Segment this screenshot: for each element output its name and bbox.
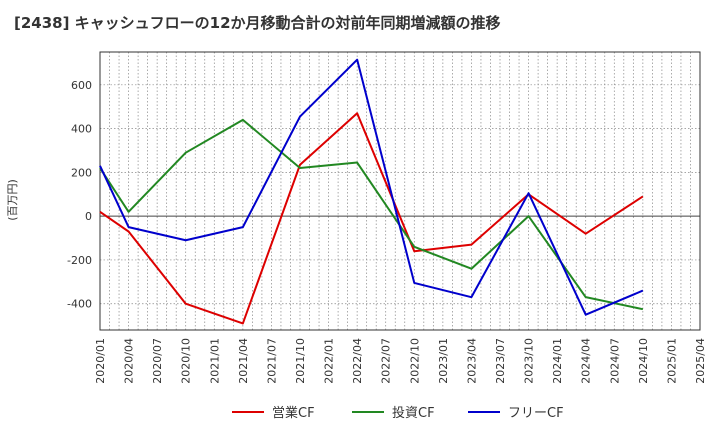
x-tick-label: 2024/07 [608,338,621,384]
x-tick-label: 2022/07 [380,338,393,384]
x-tick-label: 2021/01 [208,338,221,384]
series-lines [99,58,644,325]
x-tick-label: 2022/01 [323,338,336,384]
x-tick-label: 2025/01 [665,338,678,384]
plot-frame [99,51,701,331]
legend-label: 投資CF [392,405,435,421]
y-tick-labels: -400 -200 0 200 400 600 [67,79,92,311]
x-tick-label: 2024/04 [580,338,593,384]
x-tick-label: 2024/01 [551,338,564,384]
y-tick-label: -400 [67,298,92,311]
x-tick-label: 2023/04 [465,338,478,384]
y-tick-label: 0 [85,210,92,223]
x-tick-label: 2020/10 [180,338,193,384]
x-tick-label: 2021/10 [294,338,307,384]
series-line [99,112,644,325]
chart-title: [2438] キャッシュフローの12か月移動合計の対前年同期増減額の推移 [14,14,501,32]
x-tick-label: 2021/07 [265,338,278,384]
legend-label: フリーCF [508,406,564,421]
y-axis-label: (百万円) [6,179,19,221]
x-tick-label: 2022/10 [408,338,421,384]
y-tick-label: 600 [71,79,92,92]
x-tick-label: 2020/04 [123,338,136,384]
x-tick-label: 2025/04 [694,338,707,384]
series-line [99,58,644,316]
legend: 営業CF 投資CF フリーCF [232,405,564,421]
grid-lines [99,52,701,330]
x-tick-label: 2020/01 [94,338,107,384]
x-tick-label: 2023/07 [494,338,507,384]
x-tick-label: 2023/10 [523,338,536,384]
x-tick-label: 2024/10 [637,338,650,384]
x-tick-labels: 2020/01 2020/04 2020/07 2020/10 2021/01 2021/… [94,338,707,384]
x-tick-label: 2023/01 [437,338,450,384]
x-tick-label: 2021/04 [237,338,250,384]
y-tick-label: 200 [71,166,92,179]
y-tick-label: 400 [71,123,92,136]
x-tick-label: 2022/04 [351,338,364,384]
legend-label: 営業CF [272,405,315,421]
series-line [99,118,644,311]
y-tick-label: -200 [67,254,92,267]
x-tick-label: 2020/07 [151,338,164,384]
